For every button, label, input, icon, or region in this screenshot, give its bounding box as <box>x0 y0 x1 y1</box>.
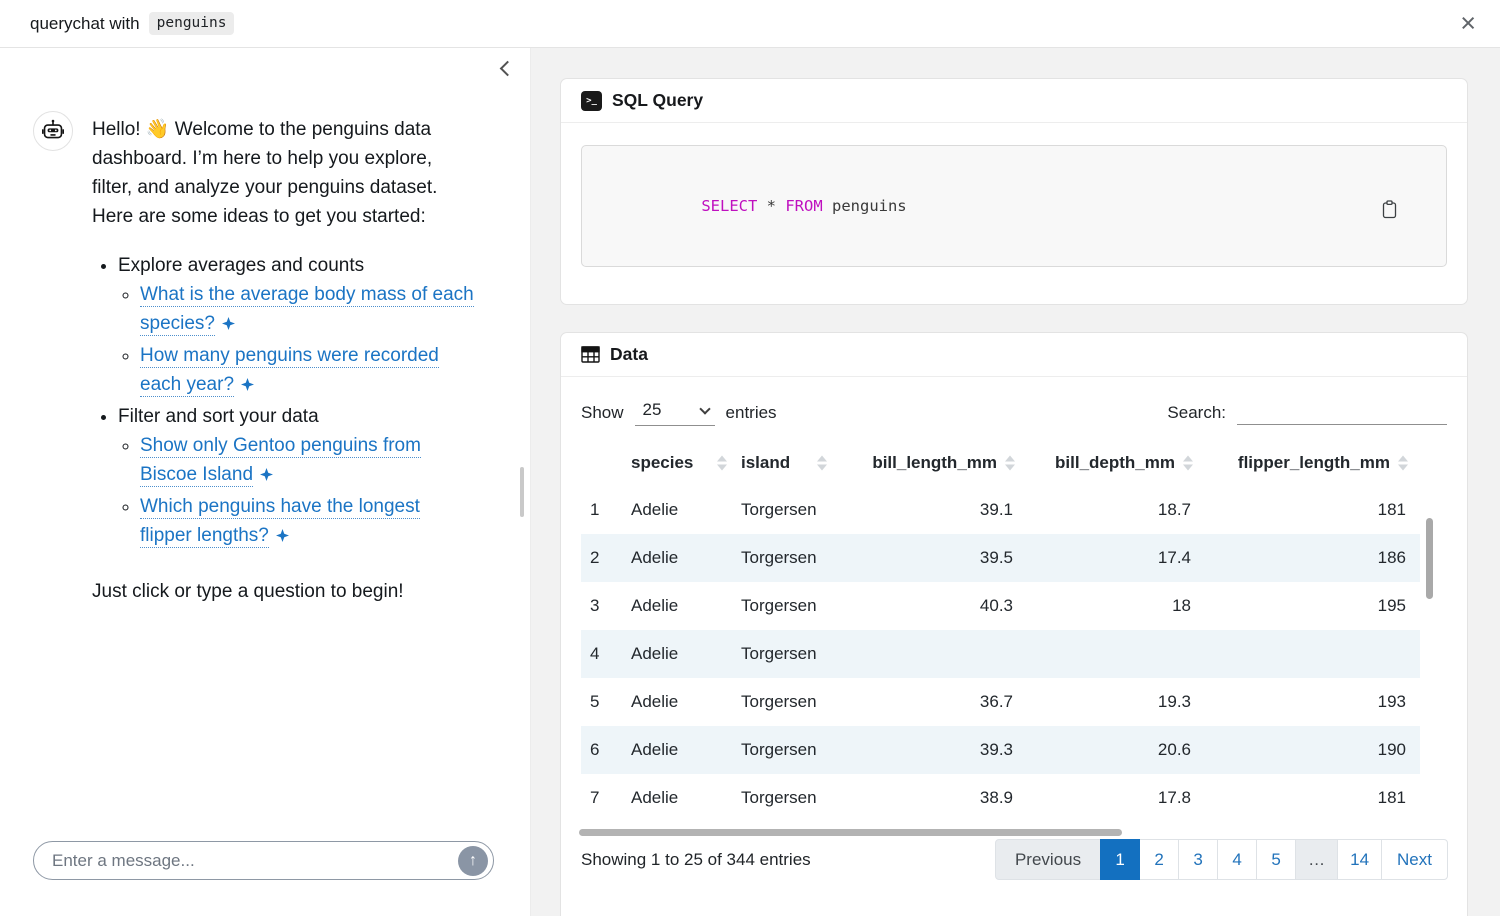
sql-query-card: >_ SQL Query SELECT * FROM penguins <box>560 78 1468 305</box>
row-index-header <box>581 440 631 486</box>
title-bar: querychat with penguins × <box>0 0 1500 48</box>
sort-icon <box>1183 455 1193 471</box>
pagination-page-3[interactable]: 3 <box>1178 839 1219 880</box>
chat-message-input[interactable] <box>52 850 458 871</box>
main-panel: >_ SQL Query SELECT * FROM penguins <box>531 48 1500 916</box>
sparkle-icon <box>241 371 255 400</box>
list-item: Show only Gentoo penguins from Biscoe Is… <box>140 431 476 490</box>
chevron-down-icon <box>698 402 711 415</box>
table-row: 4 Adelie Torgersen <box>581 630 1420 678</box>
pagination-page-1[interactable]: 1 <box>1100 839 1141 880</box>
suggestion-group-label: Explore averages and counts <box>118 255 365 276</box>
pagination-page-14[interactable]: 14 <box>1337 839 1383 880</box>
table-horizontal-scrollbar[interactable] <box>579 829 1122 836</box>
table-row: 3 Adelie Torgersen 40.3 18 195 <box>590 596 1406 615</box>
sql-table-name: penguins <box>822 197 907 215</box>
column-header-species[interactable]: species <box>631 440 741 486</box>
data-card-title: Data <box>610 344 648 364</box>
data-card: Data Show 25 entries Search: <box>560 332 1468 916</box>
table-row: 1 Adelie Torgersen 39.1 18.7 181 <box>590 500 1406 519</box>
page-length-control: Show 25 entries <box>581 399 777 426</box>
terminal-icon: >_ <box>581 90 602 111</box>
suggestion-link[interactable]: What is the average body mass of each sp… <box>140 284 474 336</box>
sidebar-scrollbar[interactable] <box>520 467 524 517</box>
cta-text: Just click or type a question to begin! <box>92 581 404 602</box>
chat-message-list: Hello! 👋 Welcome to the penguins data da… <box>0 48 530 841</box>
suggestion-link[interactable]: Which penguins have the longest flipper … <box>140 496 420 548</box>
entries-label: entries <box>725 402 777 422</box>
pagination: Previous 1 2 3 4 5 … 14 Next <box>994 839 1448 880</box>
data-table-viewport: species island bill_length_mm bill_depth… <box>581 440 1420 815</box>
app-title-text: querychat with <box>30 13 140 33</box>
dataset-name-chip: penguins <box>148 12 235 35</box>
suggestion-link[interactable]: Show only Gentoo penguins from Biscoe Is… <box>140 435 421 487</box>
table-row: 5 Adelie Torgersen 36.7 19.3 193 <box>590 692 1406 711</box>
suggestion-group-label: Filter and sort your data <box>118 406 319 427</box>
suggestion-group: Filter and sort your data Show only Gent… <box>118 402 476 551</box>
table-vertical-scrollbar[interactable] <box>1426 518 1433 599</box>
assistant-message: Hello! 👋 Welcome to the penguins data da… <box>33 111 500 606</box>
chevron-left-icon <box>499 60 516 77</box>
greeting-text: Hello! 👋 Welcome to the penguins data da… <box>92 119 438 227</box>
column-header-bill-length[interactable]: bill_length_mm <box>841 440 1029 486</box>
table-header-row: species island bill_length_mm bill_depth… <box>581 440 1420 486</box>
column-header-bill-depth[interactable]: bill_depth_mm <box>1029 440 1207 486</box>
pagination-ellipsis: … <box>1295 839 1339 880</box>
search-label: Search: <box>1167 402 1226 422</box>
table-row: 7 Adelie Torgersen 38.9 17.8 181 <box>590 788 1406 807</box>
chat-sidebar: Hello! 👋 Welcome to the penguins data da… <box>0 48 531 916</box>
table-icon <box>581 346 600 363</box>
sparkle-icon <box>222 310 235 339</box>
list-item: What is the average body mass of each sp… <box>140 280 476 339</box>
send-button[interactable]: ↑ <box>458 845 488 876</box>
sparkle-icon <box>275 522 289 551</box>
robot-avatar-icon <box>33 111 73 151</box>
sort-icon <box>717 455 727 471</box>
sql-operator: * <box>757 197 786 215</box>
page-length-value: 25 <box>642 400 662 419</box>
sort-icon <box>1398 455 1408 471</box>
page-length-select[interactable]: 25 <box>634 399 715 426</box>
sparkle-icon <box>260 461 274 490</box>
table-summary: Showing 1 to 25 of 344 entries <box>581 849 811 869</box>
data-table: species island bill_length_mm bill_depth… <box>581 440 1420 815</box>
arrow-up-icon: ↑ <box>469 851 477 869</box>
sort-icon <box>817 455 827 471</box>
search-input[interactable] <box>1237 400 1447 425</box>
column-header-island[interactable]: island <box>741 440 841 486</box>
sql-code-block: SELECT * FROM penguins <box>581 145 1447 267</box>
suggestion-link[interactable]: How many penguins were recorded each yea… <box>140 345 439 397</box>
table-search-control: Search: <box>1167 400 1447 425</box>
pagination-next-button[interactable]: Next <box>1381 839 1448 880</box>
pagination-page-2[interactable]: 2 <box>1139 839 1180 880</box>
pagination-page-4[interactable]: 4 <box>1217 839 1258 880</box>
table-row: 6 Adelie Torgersen 39.3 20.6 190 <box>581 726 1420 774</box>
assistant-message-body: Hello! 👋 Welcome to the penguins data da… <box>92 111 476 606</box>
pagination-page-5[interactable]: 5 <box>1256 839 1297 880</box>
table-row: 2 Adelie Torgersen 39.5 17.4 186 <box>581 534 1420 582</box>
sql-keyword: FROM <box>785 197 823 215</box>
suggestion-group: Explore averages and counts What is the … <box>118 251 476 400</box>
close-icon[interactable]: × <box>1456 10 1480 37</box>
chat-input-container: ↑ <box>33 841 494 880</box>
column-header-flipper-length[interactable]: flipper_length_mm <box>1207 440 1420 486</box>
sort-icon <box>1005 455 1015 471</box>
app-title: querychat with penguins <box>30 12 235 35</box>
sql-card-title: SQL Query <box>612 90 704 110</box>
show-label: Show <box>581 402 624 422</box>
list-item: Which penguins have the longest flipper … <box>140 492 476 551</box>
collapse-sidebar-button[interactable] <box>499 60 516 77</box>
list-item: How many penguins were recorded each yea… <box>140 341 476 400</box>
pagination-previous-button[interactable]: Previous <box>994 839 1102 880</box>
copy-icon[interactable] <box>1382 155 1434 264</box>
sql-keyword: SELECT <box>701 197 758 215</box>
